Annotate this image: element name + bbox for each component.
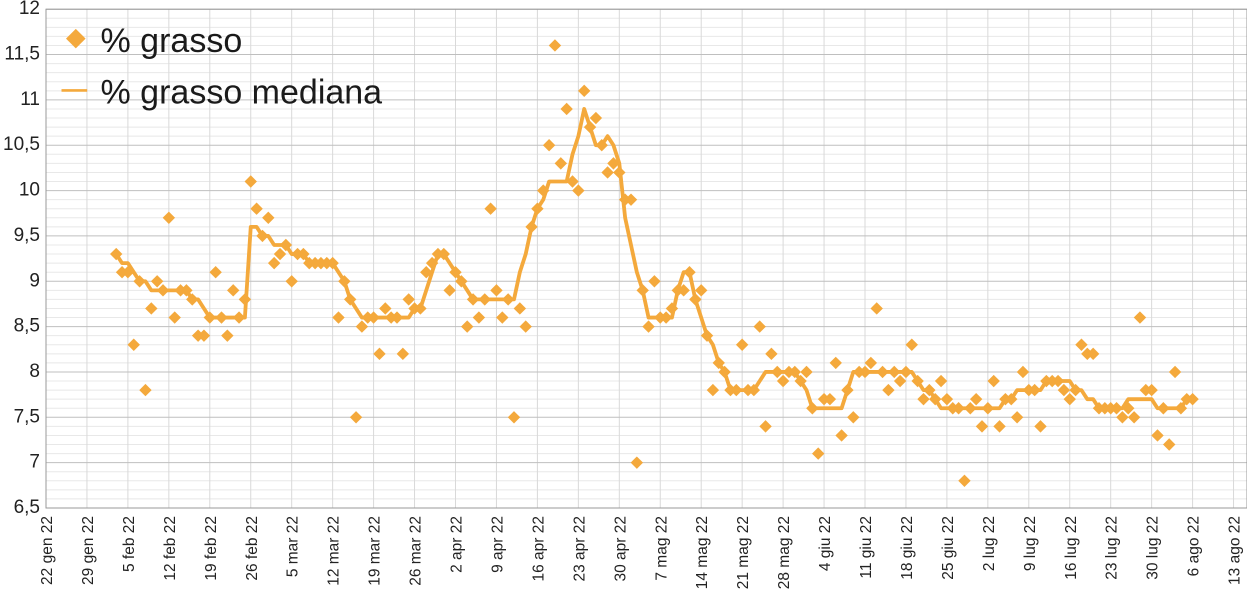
svg-text:18 giu 22: 18 giu 22 [899,516,916,580]
svg-text:9 lug 22: 9 lug 22 [1022,516,1039,571]
svg-text:22 gen 22: 22 gen 22 [39,516,56,585]
svg-text:7,5: 7,5 [14,406,40,427]
svg-text:8: 8 [29,361,40,382]
svg-text:26 feb 22: 26 feb 22 [244,516,261,581]
svg-text:10: 10 [19,180,40,201]
svg-text:14 mag 22: 14 mag 22 [694,516,711,589]
svg-text:13 ago 22: 13 ago 22 [1227,516,1244,585]
svg-text:9: 9 [29,270,40,291]
svg-text:16 apr 22: 16 apr 22 [530,516,547,582]
svg-text:7: 7 [29,452,40,473]
svg-text:29 gen 22: 29 gen 22 [80,516,97,585]
svg-text:6,5: 6,5 [14,497,40,518]
svg-text:11,5: 11,5 [4,44,40,65]
svg-text:9 apr 22: 9 apr 22 [489,516,506,573]
svg-text:2 apr 22: 2 apr 22 [449,516,466,573]
svg-text:26 mar 22: 26 mar 22 [408,516,425,586]
svg-text:12 feb 22: 12 feb 22 [162,516,179,581]
svg-text:% grasso mediana: % grasso mediana [101,74,383,112]
svg-text:19 mar 22: 19 mar 22 [367,516,384,586]
svg-text:12 mar 22: 12 mar 22 [326,516,343,586]
svg-text:4 giu 22: 4 giu 22 [817,516,834,571]
svg-text:12: 12 [19,0,40,19]
svg-text:2 lug 22: 2 lug 22 [981,516,998,571]
svg-text:19 feb 22: 19 feb 22 [203,516,220,581]
svg-text:23 lug 22: 23 lug 22 [1104,516,1121,580]
svg-text:16 lug 22: 16 lug 22 [1063,516,1080,580]
svg-text:30 apr 22: 30 apr 22 [612,516,629,582]
svg-text:7 mag 22: 7 mag 22 [653,516,670,581]
svg-text:% grasso: % grasso [101,22,243,60]
svg-text:30 lug 22: 30 lug 22 [1145,516,1162,580]
svg-text:9,5: 9,5 [14,225,40,246]
svg-text:10,5: 10,5 [3,134,40,155]
svg-text:25 giu 22: 25 giu 22 [940,516,957,580]
svg-text:11: 11 [20,89,40,110]
svg-text:6 ago 22: 6 ago 22 [1186,516,1203,576]
svg-text:11 giu 22: 11 giu 22 [858,516,875,579]
svg-text:5 mar 22: 5 mar 22 [285,516,302,577]
svg-text:8,5: 8,5 [14,316,40,337]
svg-text:28 mag 22: 28 mag 22 [776,516,793,589]
svg-text:21 mag 22: 21 mag 22 [735,516,752,589]
svg-text:23 apr 22: 23 apr 22 [571,516,588,582]
svg-text:5 feb 22: 5 feb 22 [121,516,138,572]
